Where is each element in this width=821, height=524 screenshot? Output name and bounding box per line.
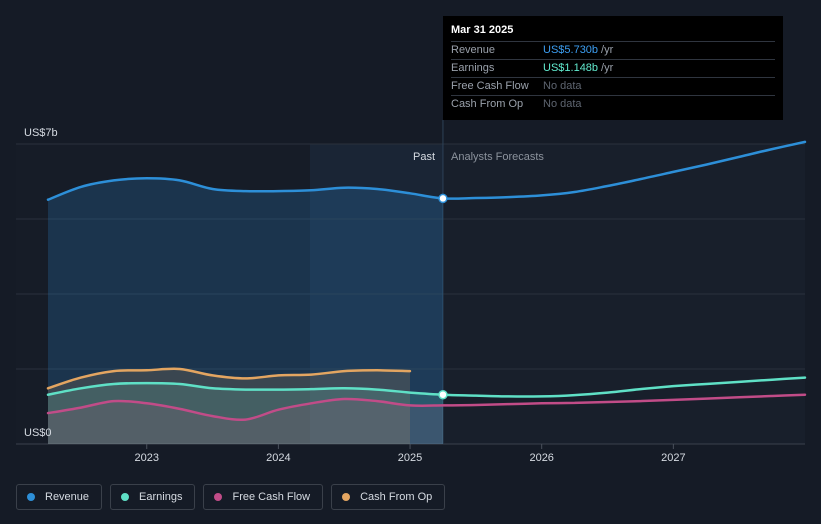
x-tick-label: 2027 <box>661 452 685 464</box>
legend-item-label: Cash From Op <box>360 491 433 503</box>
cash-from-op-line <box>46 367 412 390</box>
forecast-label: Analysts Forecasts <box>451 151 544 163</box>
tooltip-row-value: No data <box>543 98 582 110</box>
legend-dot-icon <box>214 493 223 501</box>
legend-item-label: Free Cash Flow <box>232 491 311 503</box>
legend-item-cash-from-op[interactable]: Cash From Op <box>331 484 446 510</box>
earnings-marker <box>438 389 448 400</box>
legend-dot-icon <box>27 493 35 501</box>
past-label: Past <box>413 151 435 163</box>
legend-item-free-cash-flow[interactable]: Free Cash Flow <box>203 484 324 510</box>
tooltip-row-label: Revenue <box>451 44 496 56</box>
chart-text: US$7b US$0 Past Analysts Forecasts <box>24 127 544 439</box>
x-tick-label: 2024 <box>266 452 290 464</box>
legend-item-earnings[interactable]: Earnings <box>110 484 196 510</box>
tooltip-date: Mar 31 2025 <box>451 24 514 36</box>
earnings-line <box>46 376 807 398</box>
legend: Revenue Earnings Free Cash Flow Cash From O… <box>16 484 446 510</box>
tooltip-row-unit: /yr <box>601 44 614 56</box>
tooltip-row: Free Cash Flow No data <box>451 77 775 95</box>
tooltip-row-value: US$1.148b <box>543 62 599 74</box>
tooltip-row-unit: /yr <box>601 62 614 74</box>
tooltip-row-label: Earnings <box>451 62 495 74</box>
revenue-area <box>48 178 443 445</box>
tooltip-row-label: Free Cash Flow <box>451 80 529 92</box>
tooltip-row: Revenue US$5.730b/yr <box>451 41 775 59</box>
tooltip-row: Cash From Op No data <box>451 95 775 113</box>
revenue-line <box>46 140 807 201</box>
free-cash-flow-area <box>48 398 443 444</box>
tooltip-row-label: Cash From Op <box>451 98 524 110</box>
legend-dot-icon <box>342 493 351 501</box>
free-cash-flow-line <box>46 393 807 422</box>
legend-item-label: Revenue <box>45 491 90 503</box>
y-axis-bottom-label: US$0 <box>24 427 52 439</box>
series-lines <box>46 140 807 422</box>
tooltip-row: Earnings US$1.148b/yr <box>451 59 775 77</box>
tooltip-row-value: No data <box>543 80 582 92</box>
x-axis-ticks: 2023 2024 2025 2026 2027 <box>134 444 686 464</box>
x-tick-label: 2025 <box>398 452 422 464</box>
y-axis-top-label: US$7b <box>24 127 58 139</box>
x-tick-label: 2023 <box>134 452 158 464</box>
series-fills <box>48 178 443 445</box>
data-tooltip: Mar 31 2025 Revenue US$5.730b/yr Earnings U… <box>443 16 783 120</box>
legend-dot-icon <box>121 493 130 501</box>
legend-item-revenue[interactable]: Revenue <box>16 484 103 510</box>
revenue-marker <box>438 193 448 204</box>
hover-markers <box>438 193 448 400</box>
tooltip-row-value: US$5.730b <box>543 44 599 56</box>
cash-from-op-area <box>48 368 410 444</box>
x-tick-label: 2026 <box>529 452 553 464</box>
legend-item-label: Earnings <box>139 491 183 503</box>
